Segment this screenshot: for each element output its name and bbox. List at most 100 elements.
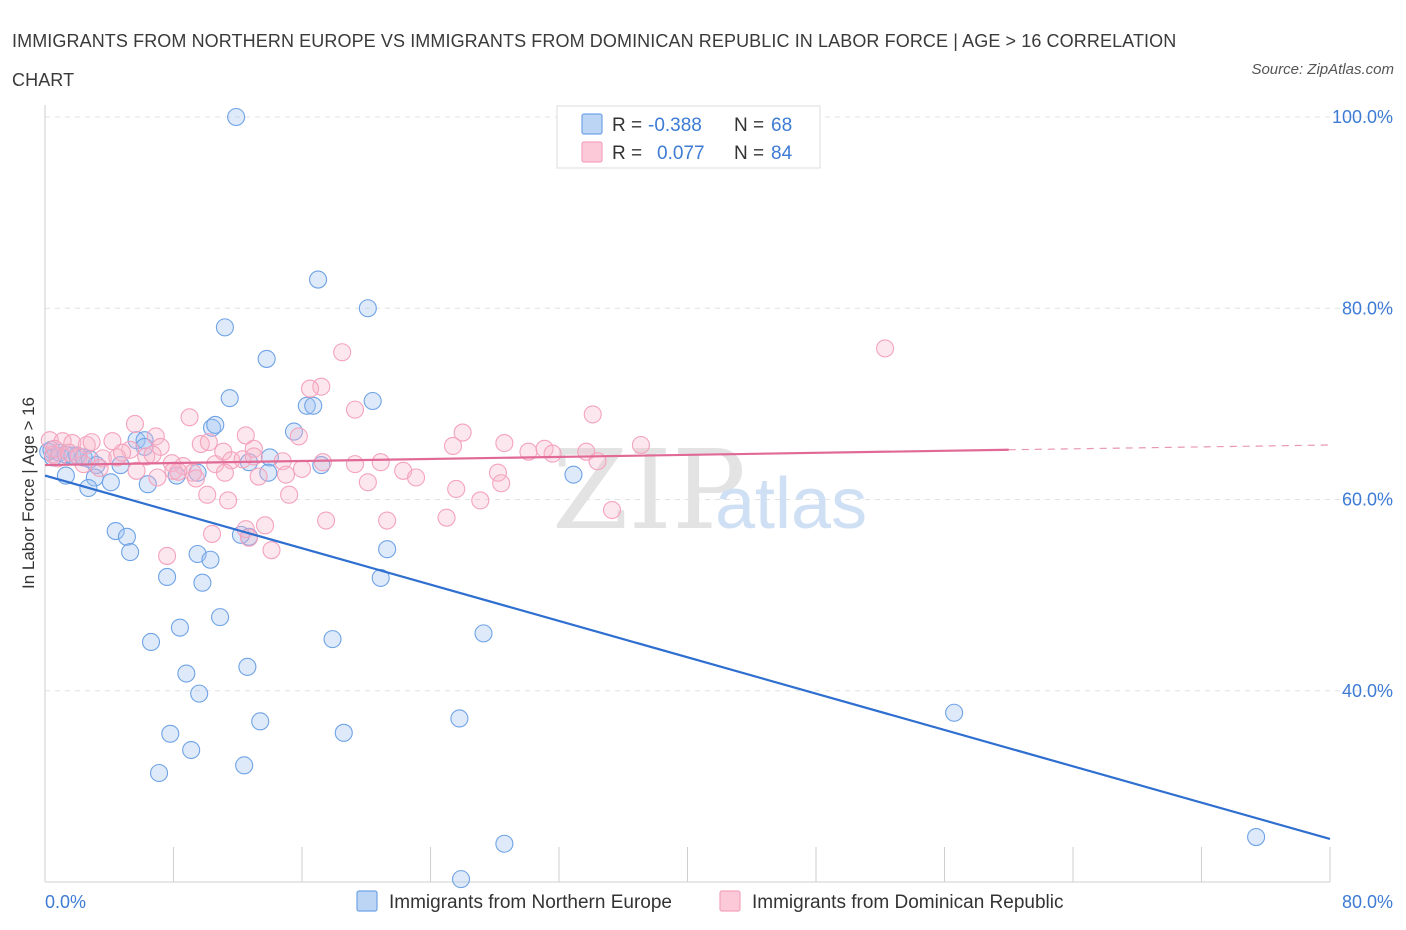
point-dominican-republic <box>333 343 352 362</box>
point-dominican-republic <box>113 443 132 462</box>
point-dominican-republic <box>371 453 390 472</box>
point-dominican-republic <box>495 434 514 453</box>
y-tick-labels: 40.0% 60.0% 80.0% 100.0% <box>1332 107 1393 701</box>
point-northern-europe <box>227 107 246 127</box>
point-northern-europe <box>193 573 212 592</box>
point-northern-europe <box>182 740 201 760</box>
point-northern-europe <box>334 723 353 742</box>
point-dominican-republic <box>313 453 332 472</box>
point-dominican-republic <box>602 500 622 520</box>
point-dominican-republic <box>583 405 602 424</box>
x-tick-label-min: 0.0% <box>45 892 86 912</box>
point-dominican-republic <box>146 427 165 446</box>
source-credit: Source: ZipAtlas.com <box>1251 61 1394 78</box>
point-northern-europe <box>206 415 225 434</box>
point-dominican-republic <box>158 546 177 565</box>
point-dominican-republic <box>289 427 308 446</box>
grid-lines <box>45 116 1393 692</box>
point-northern-europe <box>363 391 382 411</box>
trend-lines <box>44 444 1331 841</box>
point-northern-europe <box>121 543 140 562</box>
point-dominican-republic <box>437 508 456 527</box>
point-dominican-republic <box>244 439 263 458</box>
bottom-legend-swatch-blue <box>356 890 378 912</box>
point-dominican-republic <box>137 447 156 466</box>
point-northern-europe <box>201 550 220 569</box>
point-dominican-republic <box>262 541 281 560</box>
point-northern-europe <box>1247 828 1266 847</box>
legend-n-label-blue: N = <box>734 115 764 136</box>
point-northern-europe <box>297 396 316 415</box>
point-northern-europe <box>161 724 180 743</box>
point-northern-europe <box>101 473 120 492</box>
point-northern-europe <box>450 709 469 728</box>
legend-n-value-pink: 84 <box>771 143 793 164</box>
point-northern-europe <box>451 870 471 889</box>
point-dominican-republic <box>276 465 295 484</box>
point-dominican-republic <box>406 468 426 487</box>
point-dominican-republic <box>45 439 64 458</box>
legend-swatch-blue <box>581 113 603 135</box>
y-tick-label: 40.0% <box>1342 681 1393 701</box>
point-northern-europe <box>235 756 254 775</box>
point-northern-europe <box>257 349 276 368</box>
point-dominican-republic <box>447 479 466 499</box>
point-dominican-republic <box>127 461 146 480</box>
watermark-atlas: atlas <box>715 464 867 544</box>
point-dominican-republic <box>471 491 490 510</box>
series-legend: Immigrants from Northern Europe Immigran… <box>356 890 1064 913</box>
trend-line-dominican-republic-extension <box>1008 444 1331 451</box>
point-dominican-republic <box>358 473 377 492</box>
point-dominican-republic <box>169 462 188 481</box>
point-dominican-republic <box>345 400 365 419</box>
point-northern-europe <box>190 684 209 703</box>
point-northern-europe <box>149 763 169 783</box>
point-dominican-republic <box>312 377 331 396</box>
legend-swatch-pink <box>581 141 603 163</box>
point-northern-europe <box>106 522 125 541</box>
point-dominican-republic <box>180 408 199 427</box>
point-northern-europe <box>251 712 270 731</box>
point-dominican-republic <box>82 433 101 452</box>
legend-r-label-blue: R = <box>612 115 642 136</box>
point-northern-europe <box>135 431 154 450</box>
bottom-legend-label-pink: Immigrants from Dominican Republic <box>752 892 1064 913</box>
point-northern-europe <box>495 834 514 853</box>
x-tick-label-max: 80.0% <box>1342 892 1393 912</box>
legend-n-value-blue: 68 <box>771 115 792 136</box>
legend-r-value-pink: 0.077 <box>657 143 705 164</box>
y-tick-label: 60.0% <box>1342 490 1393 510</box>
y-axis-label: In Labor Force | Age > 16 <box>19 397 38 589</box>
point-northern-europe <box>158 567 177 587</box>
x-ticks <box>173 847 1331 882</box>
point-dominican-republic <box>443 436 463 456</box>
point-dominican-republic <box>280 485 299 504</box>
y-tick-label: 80.0% <box>1342 298 1393 318</box>
point-northern-europe <box>474 624 493 643</box>
point-dominican-republic <box>203 524 222 543</box>
point-dominican-republic <box>186 469 206 488</box>
point-northern-europe <box>203 418 222 437</box>
legend-n-label-pink: N = <box>734 143 764 164</box>
point-dominican-republic <box>40 431 59 450</box>
point-northern-europe <box>141 632 161 652</box>
legend-r-label-pink: R = <box>612 143 642 164</box>
point-northern-europe <box>117 527 136 546</box>
point-dominican-republic <box>543 444 562 463</box>
point-dominican-republic <box>233 450 252 469</box>
point-northern-europe <box>177 664 196 683</box>
point-dominican-republic <box>219 491 238 510</box>
point-dominican-republic <box>631 435 650 455</box>
point-dominican-republic <box>143 445 162 464</box>
point-dominican-republic <box>199 433 218 452</box>
series-dominican-republic-points <box>40 339 895 565</box>
point-northern-europe <box>323 630 342 649</box>
point-dominican-republic <box>183 463 202 482</box>
point-dominican-republic <box>236 426 255 445</box>
bottom-legend-swatch-pink <box>719 890 741 912</box>
point-northern-europe <box>945 703 964 722</box>
point-dominican-republic <box>292 459 312 478</box>
point-dominican-republic <box>300 379 320 398</box>
point-northern-europe <box>564 465 583 484</box>
